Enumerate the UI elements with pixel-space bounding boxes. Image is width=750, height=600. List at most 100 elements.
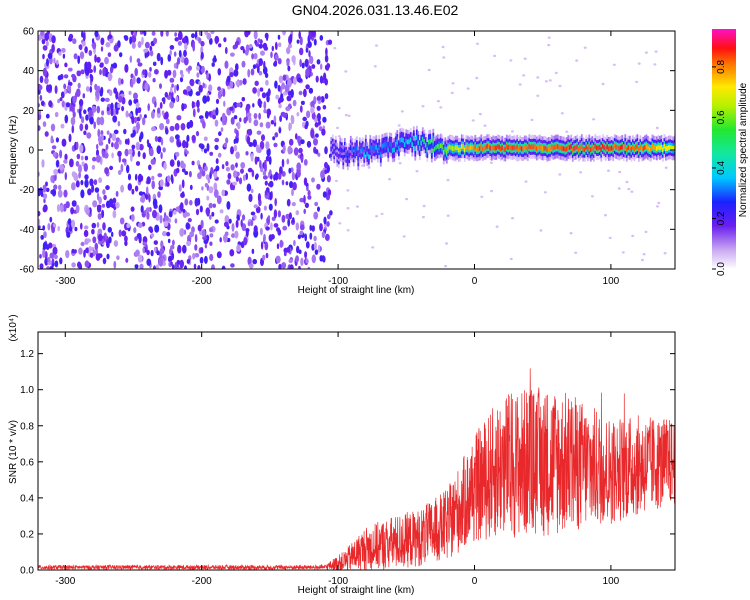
spectrogram-x-axis-label: Height of straight line (km) (298, 285, 415, 296)
spectrogram-signal-cell (453, 146, 456, 151)
spectrogram-noise-cell (215, 107, 219, 116)
spectrogram-noise-cell (201, 170, 206, 177)
spectrogram-noise-cell (149, 228, 154, 233)
spectrogram-noise-cell (199, 256, 204, 264)
spectrogram-noise-cell (115, 190, 119, 197)
spectrogram-noise-cell (152, 78, 156, 83)
spectrogram-noise-cell (135, 249, 140, 257)
spectrogram-noise-cell (297, 234, 302, 240)
spectrogram-noise-cell (296, 245, 300, 254)
spectrogram-signal-cell (340, 147, 343, 153)
spectrogram-noise-cell (319, 223, 323, 232)
spectrogram-signal-cell (514, 146, 517, 151)
spectrogram-noise-cell (250, 152, 254, 162)
spectrogram-noise-cell (100, 46, 104, 52)
spectrogram-noise-cell (117, 150, 122, 157)
spectrogram-noise-cell (166, 175, 171, 183)
colorbar-tick-label: 0.8 (716, 60, 727, 74)
spectrogram-noise-cell (153, 265, 156, 269)
spectrogram-noise-cell (186, 259, 191, 264)
x-tick-label: -200 (192, 276, 212, 287)
spectrogram-noise-cell (236, 102, 242, 108)
spectrogram-noise-cell (327, 214, 331, 220)
spectrogram-noise-cell (120, 163, 124, 173)
spectrogram-noise-cell (234, 230, 239, 239)
spectrogram-noise-cell (172, 69, 177, 79)
spectrogram-signal-cell (642, 146, 645, 152)
spectrogram-noise-cell (175, 134, 180, 140)
spectrogram-noise-cell (221, 265, 226, 269)
spectrogram-noise-cell (64, 114, 69, 124)
snr-frame (37, 331, 676, 571)
spectrogram-signal-cell (573, 145, 576, 151)
spectrogram-noise-cell (322, 116, 327, 123)
spectrogram-noise-cell (221, 164, 225, 170)
spectrogram-signal-cell (612, 146, 615, 152)
spectrogram-signal-cell (522, 146, 525, 152)
spectrogram-noise-cell (223, 142, 227, 148)
spectrogram-noise-cell (141, 194, 146, 203)
spectrogram-noise-cell (40, 234, 44, 240)
spectrogram-signal-cell (504, 147, 507, 152)
spectrogram-noise-cell (114, 141, 119, 150)
spectrogram-noise-cell (233, 170, 238, 179)
spectrogram-signal-cell (665, 146, 667, 152)
spectrogram-noise-cell (49, 252, 55, 259)
spectrogram-noise-cell (202, 95, 208, 104)
spectrogram-noise-cell (298, 147, 303, 154)
spectrogram-noise-cell (137, 41, 142, 48)
spectrogram-noise-cell (375, 44, 378, 47)
spectrogram-noise-cell (160, 56, 164, 66)
spectrogram-noise-cell (50, 175, 54, 183)
spectrogram-signal-cell (433, 146, 436, 152)
spectrogram-noise-cell (299, 47, 304, 56)
spectrogram-noise-cell (146, 139, 150, 146)
spectrogram-noise-cell (333, 47, 337, 50)
spectrogram-noise-cell (55, 159, 60, 168)
spectrogram-noise-cell (64, 153, 68, 161)
spectrogram-noise-cell (219, 209, 224, 214)
spectrogram-noise-cell (316, 105, 321, 111)
spectrogram-noise-cell (262, 170, 267, 176)
spectrogram-noise-cell (539, 229, 543, 232)
spectrogram-noise-cell (68, 33, 74, 40)
spectrogram-noise-cell (185, 222, 190, 230)
spectrogram-signal-cell (537, 145, 540, 150)
spectrogram-noise-cell (174, 123, 180, 131)
spectrogram-noise-cell (309, 232, 313, 240)
y-tick-label: 1.2 (20, 349, 34, 360)
spectrogram-noise-cell (286, 47, 291, 55)
spectrogram-signal-cell (580, 143, 583, 149)
spectrogram-signal-cell (648, 146, 651, 152)
spectrogram-signal-cell (624, 143, 627, 149)
spectrogram-noise-cell (303, 208, 307, 215)
spectrogram-noise-cell (315, 133, 319, 138)
spectrogram-noise-cell (189, 231, 195, 238)
spectrogram-signal-cell (390, 142, 393, 148)
colorbar-tick-label: 0.0 (716, 262, 727, 276)
spectrogram-noise-cell (142, 247, 145, 254)
spectrogram-noise-cell (171, 264, 175, 269)
spectrogram-noise-cell (111, 132, 117, 142)
spectrogram-noise-cell (304, 58, 309, 68)
spectrogram-noise-cell (281, 158, 285, 168)
spectrogram-signal-cell (475, 147, 478, 152)
spectrogram-noise-cell (142, 241, 147, 246)
spectrogram-noise-cell (184, 171, 189, 175)
spectrogram-signal-cell (427, 139, 430, 145)
spectrogram-noise-cell (111, 142, 114, 148)
spectrogram-noise-cell (156, 52, 161, 62)
spectrogram-noise-cell (655, 126, 659, 130)
spectrogram-noise-cell (186, 85, 192, 92)
spectrogram-noise-cell (207, 177, 211, 184)
spectrogram-noise-cell (346, 229, 350, 232)
spectrogram-noise-cell (253, 53, 258, 60)
spectrogram-noise-cell (113, 44, 119, 52)
colorbar-tick-label: 0.4 (716, 161, 727, 175)
spectrogram-noise-cell (322, 105, 327, 110)
spectrogram-noise-cell (108, 137, 111, 145)
spectrogram-noise-cell (83, 249, 86, 258)
spectrogram-noise-cell (446, 178, 450, 182)
spectrogram-noise-cell (89, 178, 94, 187)
spectrogram-noise-cell (317, 152, 321, 157)
